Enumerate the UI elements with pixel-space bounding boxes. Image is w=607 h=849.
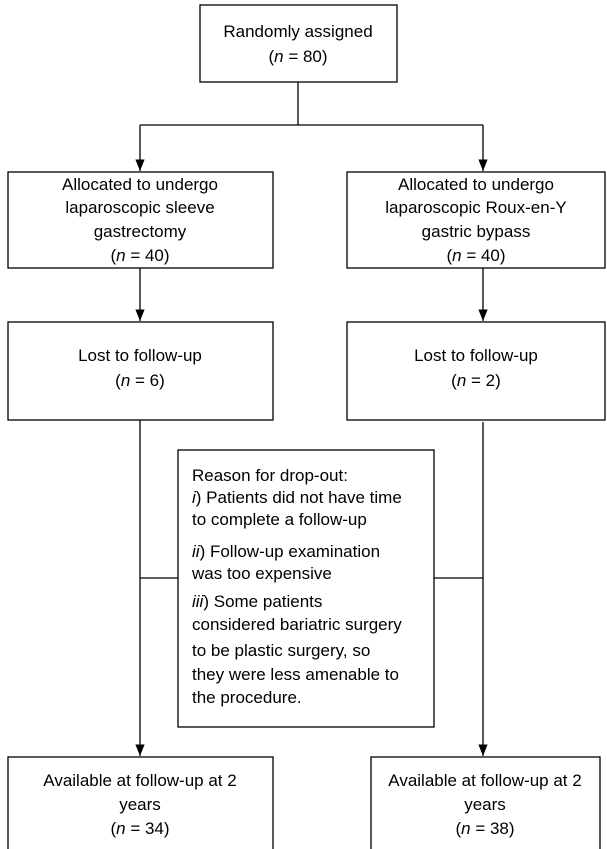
node-label: (n = 34) (110, 819, 169, 838)
node-label: (n = 80) (268, 47, 327, 66)
box (346, 321, 606, 421)
box (370, 756, 601, 849)
box (199, 4, 398, 83)
node-label: gastric bypass (422, 222, 531, 241)
node-label: Lost to follow-up (414, 346, 538, 365)
node-label: the procedure. (192, 688, 302, 707)
node-label: to complete a follow-up (192, 510, 367, 529)
node-label: ii) Follow-up examination (192, 542, 380, 561)
box (7, 171, 274, 269)
node-label: laparoscopic sleeve (65, 198, 214, 217)
node-label: Randomly assigned (223, 22, 372, 41)
node-label: Reason for drop-out: (192, 466, 348, 485)
node-label: gastrectomy (94, 222, 187, 241)
box (7, 321, 274, 421)
node-label: iii) Some patients (192, 592, 322, 611)
node-label: Allocated to undergo (398, 175, 554, 194)
node-label: considered bariatric surgery (192, 615, 402, 634)
box (177, 449, 435, 728)
node-label: to be plastic surgery, so (192, 641, 370, 660)
node-label: was too expensive (191, 564, 332, 583)
node-label: (n = 40) (446, 246, 505, 265)
box (7, 756, 274, 849)
node-label: they were less amenable to (192, 665, 399, 684)
node-label: Lost to follow-up (78, 346, 202, 365)
connectors (135, 82, 488, 756)
node-label: years (119, 795, 161, 814)
node-label: (n = 40) (110, 246, 169, 265)
node-label: i) Patients did not have time (192, 488, 402, 507)
node-label: (n = 2) (451, 371, 501, 390)
labels: Randomly assigned (n = 80) Allocated to un… (43, 22, 581, 838)
node-label: laparoscopic Roux-en-Y (385, 198, 566, 217)
node-label: (n = 38) (455, 819, 514, 838)
node-label: (n = 6) (115, 371, 165, 390)
node-label: Available at follow-up at 2 (43, 771, 236, 790)
node-label: years (464, 795, 506, 814)
node-label: Available at follow-up at 2 (388, 771, 581, 790)
node-label: Allocated to undergo (62, 175, 218, 194)
box (346, 171, 606, 269)
